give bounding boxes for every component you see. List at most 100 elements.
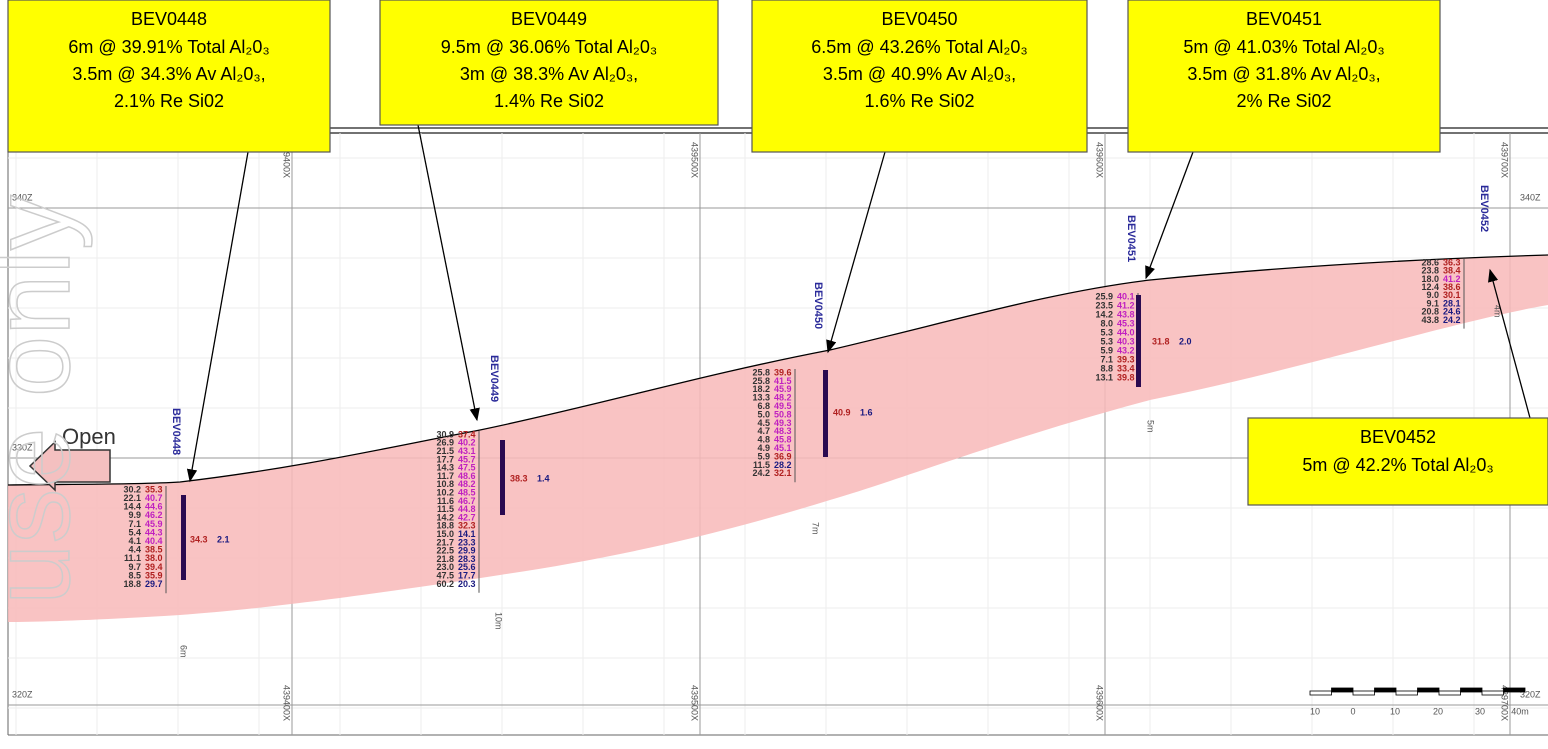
al2o3-value: 30.1	[1443, 290, 1461, 300]
al2o3-value: 45.9	[774, 384, 792, 394]
sio2-value: 6.8	[757, 401, 770, 411]
sio2-value: 4.5	[757, 418, 770, 428]
al2o3-value: 28.3	[458, 554, 476, 564]
al2o3-value: 40.2	[458, 438, 476, 448]
easting-label: 439600X	[1095, 142, 1105, 178]
scale-segment	[1395, 690, 1418, 696]
callout-arrow	[826, 151, 886, 354]
sio2-value: 18.0	[1421, 274, 1439, 284]
sio2-value: 21.7	[436, 537, 454, 547]
sio2-value: 26.9	[436, 438, 454, 448]
sio2-value: 18.2	[752, 384, 770, 394]
easting-label: 439400X	[282, 685, 292, 721]
al2o3-value: 28.1	[1443, 298, 1461, 308]
sio2-value: 25.8	[752, 367, 770, 377]
scale-segment	[1438, 690, 1461, 696]
al2o3-value: 49.3	[774, 418, 792, 428]
sio2-value: 9.0	[1426, 290, 1439, 300]
al2o3-value: 48.3	[774, 426, 792, 436]
al2o3-value: 39.4	[145, 562, 163, 572]
easting-label: 439600X	[1095, 685, 1105, 721]
sio2-value: 5.0	[757, 409, 770, 419]
elevation-label: 340Z	[1520, 192, 1541, 202]
avg-sio2: 1.6	[860, 407, 873, 417]
elevation-label: 330Z	[12, 442, 33, 452]
sio2-value: 18.8	[123, 579, 141, 589]
al2o3-value: 44.8	[458, 504, 476, 514]
al2o3-value: 14.1	[458, 529, 476, 539]
al2o3-value: 35.3	[145, 484, 163, 494]
callout-line: 2.1% Re Si02	[114, 91, 224, 111]
al2o3-value: 32.3	[458, 521, 476, 531]
sio2-value: 8.8	[1100, 363, 1113, 373]
easting-label: 439400X	[282, 142, 292, 178]
hole-depth: 10m	[494, 612, 504, 630]
callout-box	[751, 0, 1088, 153]
al2o3-value: 33.4	[1117, 363, 1135, 373]
sio2-value: 14.3	[436, 463, 454, 473]
al2o3-value: 44.3	[145, 527, 163, 537]
callout-line: 3.5m @ 34.3% Av Al₂0₃,	[72, 64, 265, 84]
elevation-label: 320Z	[1520, 689, 1541, 699]
sio2-value: 4.8	[757, 435, 770, 445]
al2o3-value: 43.2	[1117, 345, 1135, 355]
sio2-value: 17.7	[436, 454, 454, 464]
sio2-value: 12.4	[1421, 282, 1439, 292]
intercept-bar	[181, 495, 186, 580]
scale-segment	[1460, 687, 1483, 693]
callout-arrow	[186, 151, 249, 483]
scale-segment	[1352, 690, 1375, 696]
scale-segment	[1503, 687, 1526, 693]
callout-line: 2% Re Si02	[1236, 91, 1331, 111]
al2o3-value: 38.0	[145, 553, 163, 563]
easting-label: 439500X	[690, 685, 700, 721]
sio2-value: 11.5	[437, 504, 454, 514]
callout-line: 1.6% Re Si02	[864, 91, 974, 111]
sio2-value: 23.0	[436, 562, 454, 572]
sio2-value: 11.1	[124, 553, 141, 563]
sio2-value: 21.8	[436, 554, 454, 564]
al2o3-value: 24.2	[1443, 315, 1461, 325]
intercept-bar	[823, 370, 828, 457]
avg-al2o3: 40.9	[833, 407, 851, 417]
sio2-value: 10.8	[436, 479, 454, 489]
callout-line: 3m @ 38.3% Av Al₂0₃,	[460, 64, 638, 84]
avg-al2o3: 34.3	[190, 534, 208, 544]
sio2-value: 4.9	[757, 443, 770, 453]
scale-label: 20	[1433, 706, 1443, 716]
al2o3-value: 42.7	[458, 512, 476, 522]
sio2-value: 22.1	[123, 493, 141, 503]
sio2-value: 13.1	[1095, 372, 1113, 382]
al2o3-value: 41.5	[774, 376, 792, 386]
sio2-value: 4.1	[128, 536, 141, 546]
intercept-bar	[1136, 295, 1141, 387]
sio2-value: 7.1	[128, 519, 141, 529]
scale-label: 10	[1390, 706, 1400, 716]
callout-title: BEV0450	[881, 9, 957, 29]
sio2-value: 60.2	[436, 579, 454, 589]
surface-line	[7, 254, 1548, 486]
grid: 340Z 330Z 320Z 340Z 320Z 439400X 439400X 439500…	[8, 133, 1548, 735]
al2o3-value: 45.1	[774, 443, 792, 453]
al2o3-value: 37.4	[458, 429, 476, 439]
al2o3-value: 46.7	[458, 496, 476, 506]
al2o3-value: 39.8	[1117, 372, 1135, 382]
intercept-bar	[500, 440, 505, 515]
al2o3-value: 25.6	[458, 562, 476, 572]
al2o3-value: 45.7	[458, 454, 476, 464]
sio2-value: 20.8	[1421, 307, 1439, 317]
elevation-label: 320Z	[12, 689, 33, 699]
al2o3-value: 45.3	[1117, 318, 1135, 328]
hole-depth: 7m	[811, 522, 821, 535]
sio2-value: 5.3	[1100, 327, 1113, 337]
avg-al2o3: 38.3	[510, 473, 528, 483]
sio2-value: 25.9	[1095, 291, 1113, 301]
drill-holes: BEV044830.222.114.49.97.15.44.14.411.19.…	[123, 185, 1502, 658]
open-arrow	[28, 440, 111, 492]
al2o3-value: 49.5	[774, 401, 792, 411]
callout-box	[379, 0, 719, 126]
sio2-value: 25.8	[752, 376, 770, 386]
al2o3-value: 23.3	[458, 537, 476, 547]
al2o3-value: 38.5	[145, 545, 163, 555]
